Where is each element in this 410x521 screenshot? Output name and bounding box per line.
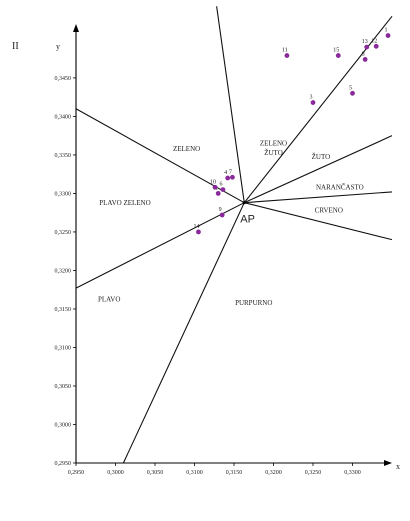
boundary-line-6 [244,202,393,241]
region-label-2: ZELENO [260,140,287,148]
x-tick-label-0: 0,2950 [68,470,85,476]
achromatic-point-marker [242,201,246,205]
data-point-6 [220,187,226,192]
data-points: 123456789101112131415 [193,28,391,235]
data-point-7 [230,174,235,180]
data-point-label-11: 11 [282,48,288,54]
region-label-6: CRVENO [315,207,343,215]
region-label-3: ŽUTO [264,149,283,157]
y-tick-label-0: 0,2950 [55,461,72,467]
panel-label: II [12,41,19,52]
boundary-line-8 [75,202,245,289]
data-point-label-3: 3 [310,95,313,101]
data-point-label-4: 4 [224,170,227,176]
x-tick-label-4: 0,3150 [226,470,243,476]
y-tick-label-6: 0,3250 [55,230,72,236]
region-label-7: PLAVO ZELENO [99,199,150,207]
region-label-5: NARANČASTO [316,184,364,192]
achromatic-point: AP [240,201,255,226]
data-point-label-7: 7 [229,169,232,175]
data-point-label-15: 15 [333,48,339,54]
x-tick-label-3: 0,3100 [186,470,203,476]
data-point-9 [219,212,225,218]
data-point-14 [196,229,201,235]
y-tick-label-5: 0,3200 [55,268,72,274]
region-label-1: ZELENO [173,145,200,153]
boundary-line-4 [244,135,393,204]
x-tick-label-6: 0,3250 [305,470,322,476]
boundary-line-7 [122,202,245,464]
data-point-label-5: 5 [349,85,352,91]
y-axis-label: y [56,42,60,51]
region-label-8: PLAVO [98,295,120,303]
axes: y x [56,24,400,471]
data-point-2 [215,191,221,196]
y-tick-label-10: 0,3450 [55,76,72,82]
x-tick-label-2: 0,3050 [147,470,164,476]
data-point-5 [350,90,355,96]
boundary-line-2 [216,6,245,203]
data-point-label-12: 12 [371,38,377,44]
data-point-3 [310,100,316,105]
y-axis-arrow [73,24,79,32]
data-point-10 [212,184,218,190]
data-point-1 [385,33,391,38]
y-tick-label-3: 0,3100 [55,345,72,351]
data-point-label-13: 13 [362,39,368,45]
region-label-9: PURPURNO [235,299,272,307]
data-point-13 [364,44,370,50]
data-point-11 [284,53,290,58]
data-point-label-9: 9 [219,207,222,213]
axis-ticks: 0,2950 0,3000 0,3050 0,3100 0,3150 0,3200 0,32… [55,76,361,476]
achromatic-point-label: AP [240,214,255,226]
x-tick-label-1: 0,3000 [107,470,124,476]
data-point-8 [362,57,368,62]
y-tick-label-1: 0,3000 [55,422,72,428]
x-tick-label-7: 0,3300 [344,470,361,476]
y-tick-label-7: 0,3300 [55,191,72,197]
y-tick-label-4: 0,3150 [55,307,72,313]
region-label-4: ŽUTO [312,153,331,161]
data-point-12 [373,43,379,49]
y-tick-label-8: 0,3350 [55,153,72,159]
data-point-label-6: 6 [219,182,222,188]
data-point-label-8: 8 [362,51,365,57]
x-tick-label-5: 0,3200 [265,470,282,476]
y-tick-label-9: 0,3400 [55,114,72,120]
boundary-line-5 [244,191,393,204]
data-point-label-10: 10 [210,179,216,185]
x-axis-arrow [384,460,392,466]
data-point-15 [335,53,341,58]
data-point-label-1: 1 [385,28,388,34]
x-axis-label: x [396,462,400,471]
data-point-4 [225,175,231,181]
data-point-label-14: 14 [193,224,199,230]
y-tick-label-2: 0,3050 [55,384,72,390]
